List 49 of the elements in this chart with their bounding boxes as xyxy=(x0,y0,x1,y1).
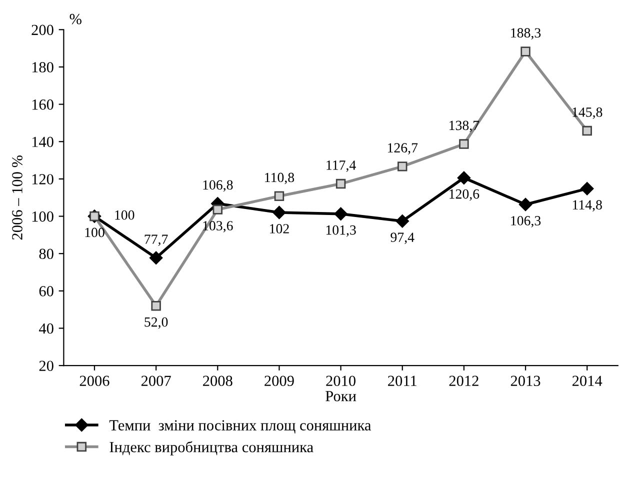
data-label: 117,4 xyxy=(326,160,356,172)
y-axis-title: 2006 – 100 % xyxy=(12,155,22,240)
point xyxy=(518,198,532,212)
data-label: 188,3 xyxy=(511,28,541,40)
data-label: 101,3 xyxy=(326,225,356,237)
point xyxy=(334,207,348,220)
data-label: 100 xyxy=(115,210,134,220)
point xyxy=(272,206,286,220)
data-label: 120,6 xyxy=(450,189,480,201)
data-label: 114,8 xyxy=(572,200,602,212)
y-tick-label: 40 xyxy=(39,323,54,334)
data-label: 106,8 xyxy=(203,180,233,192)
x-tick-label: 2012 xyxy=(449,376,478,386)
data-label: 97,4 xyxy=(390,232,414,244)
data-label: 145,8 xyxy=(572,107,602,119)
y-tick-label: 200 xyxy=(32,24,54,36)
data-label: 110,8 xyxy=(265,172,294,184)
data-label: 103,6 xyxy=(203,221,233,232)
x-tick-label: 2013 xyxy=(510,376,540,386)
y-tick-label: 80 xyxy=(39,248,54,260)
x-tick-label: 2011 xyxy=(388,376,416,386)
x-tick-label: 2008 xyxy=(203,376,232,386)
legend-label: Індекс виробництва соняшника xyxy=(110,441,314,456)
x-tick-label: 2006 xyxy=(80,376,110,386)
data-label: 138,7 xyxy=(450,120,480,132)
y-tick-label: 160 xyxy=(32,99,54,110)
data-label: 100 xyxy=(85,228,104,238)
data-label: 106,3 xyxy=(511,216,541,228)
data-label: 126,7 xyxy=(388,143,418,154)
y-tick-label: 120 xyxy=(32,174,54,184)
legend-label: Темпи зміни посівних площ соняшника xyxy=(109,420,372,434)
data-label: 102 xyxy=(270,224,289,234)
data-label: 77,7 xyxy=(144,234,168,246)
point xyxy=(580,182,594,196)
y-tick-label: 20 xyxy=(39,360,54,372)
y-tick-label: 100 xyxy=(32,211,54,222)
x-tick-label: 2010 xyxy=(326,376,356,386)
point xyxy=(396,214,409,228)
y-tick-label: 140 xyxy=(32,136,54,148)
point xyxy=(457,171,471,184)
text: % xyxy=(70,14,82,24)
y-tick-label: 60 xyxy=(39,286,54,296)
x-tick-label: 2007 xyxy=(141,376,171,386)
data-label: 52,0 xyxy=(144,317,168,329)
x-tick-label: 2009 xyxy=(264,376,294,386)
x-tick-label: 2014 xyxy=(572,376,602,386)
point xyxy=(149,251,163,264)
y-tick-label: 180 xyxy=(32,62,54,72)
x-axis-title: Роки xyxy=(326,391,356,402)
